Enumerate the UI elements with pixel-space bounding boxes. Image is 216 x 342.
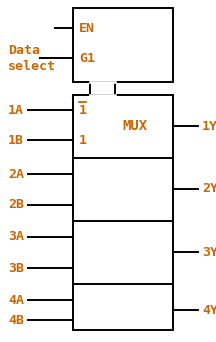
Text: 3Y: 3Y [202,246,216,259]
Text: 2A: 2A [8,168,24,181]
Text: 2B: 2B [8,198,24,211]
Text: 3B: 3B [8,262,24,275]
Text: 4B: 4B [8,314,24,327]
Text: G1: G1 [79,52,95,65]
Text: 1Y: 1Y [202,119,216,132]
Text: 1A: 1A [8,104,24,117]
Bar [90,82,115,95]
Text: 4A: 4A [8,293,24,306]
Text: 2Y: 2Y [202,183,216,196]
Text: EN: EN [79,22,95,35]
Text: 1: 1 [79,133,87,146]
Text: MUX: MUX [122,119,148,133]
Bar [73,95,173,330]
Text: 1: 1 [79,104,87,117]
Bar [73,8,173,82]
Text: 3A: 3A [8,231,24,244]
Text: Data
select: Data select [8,43,56,73]
Text: 4Y: 4Y [202,303,216,316]
Text: 1B: 1B [8,133,24,146]
